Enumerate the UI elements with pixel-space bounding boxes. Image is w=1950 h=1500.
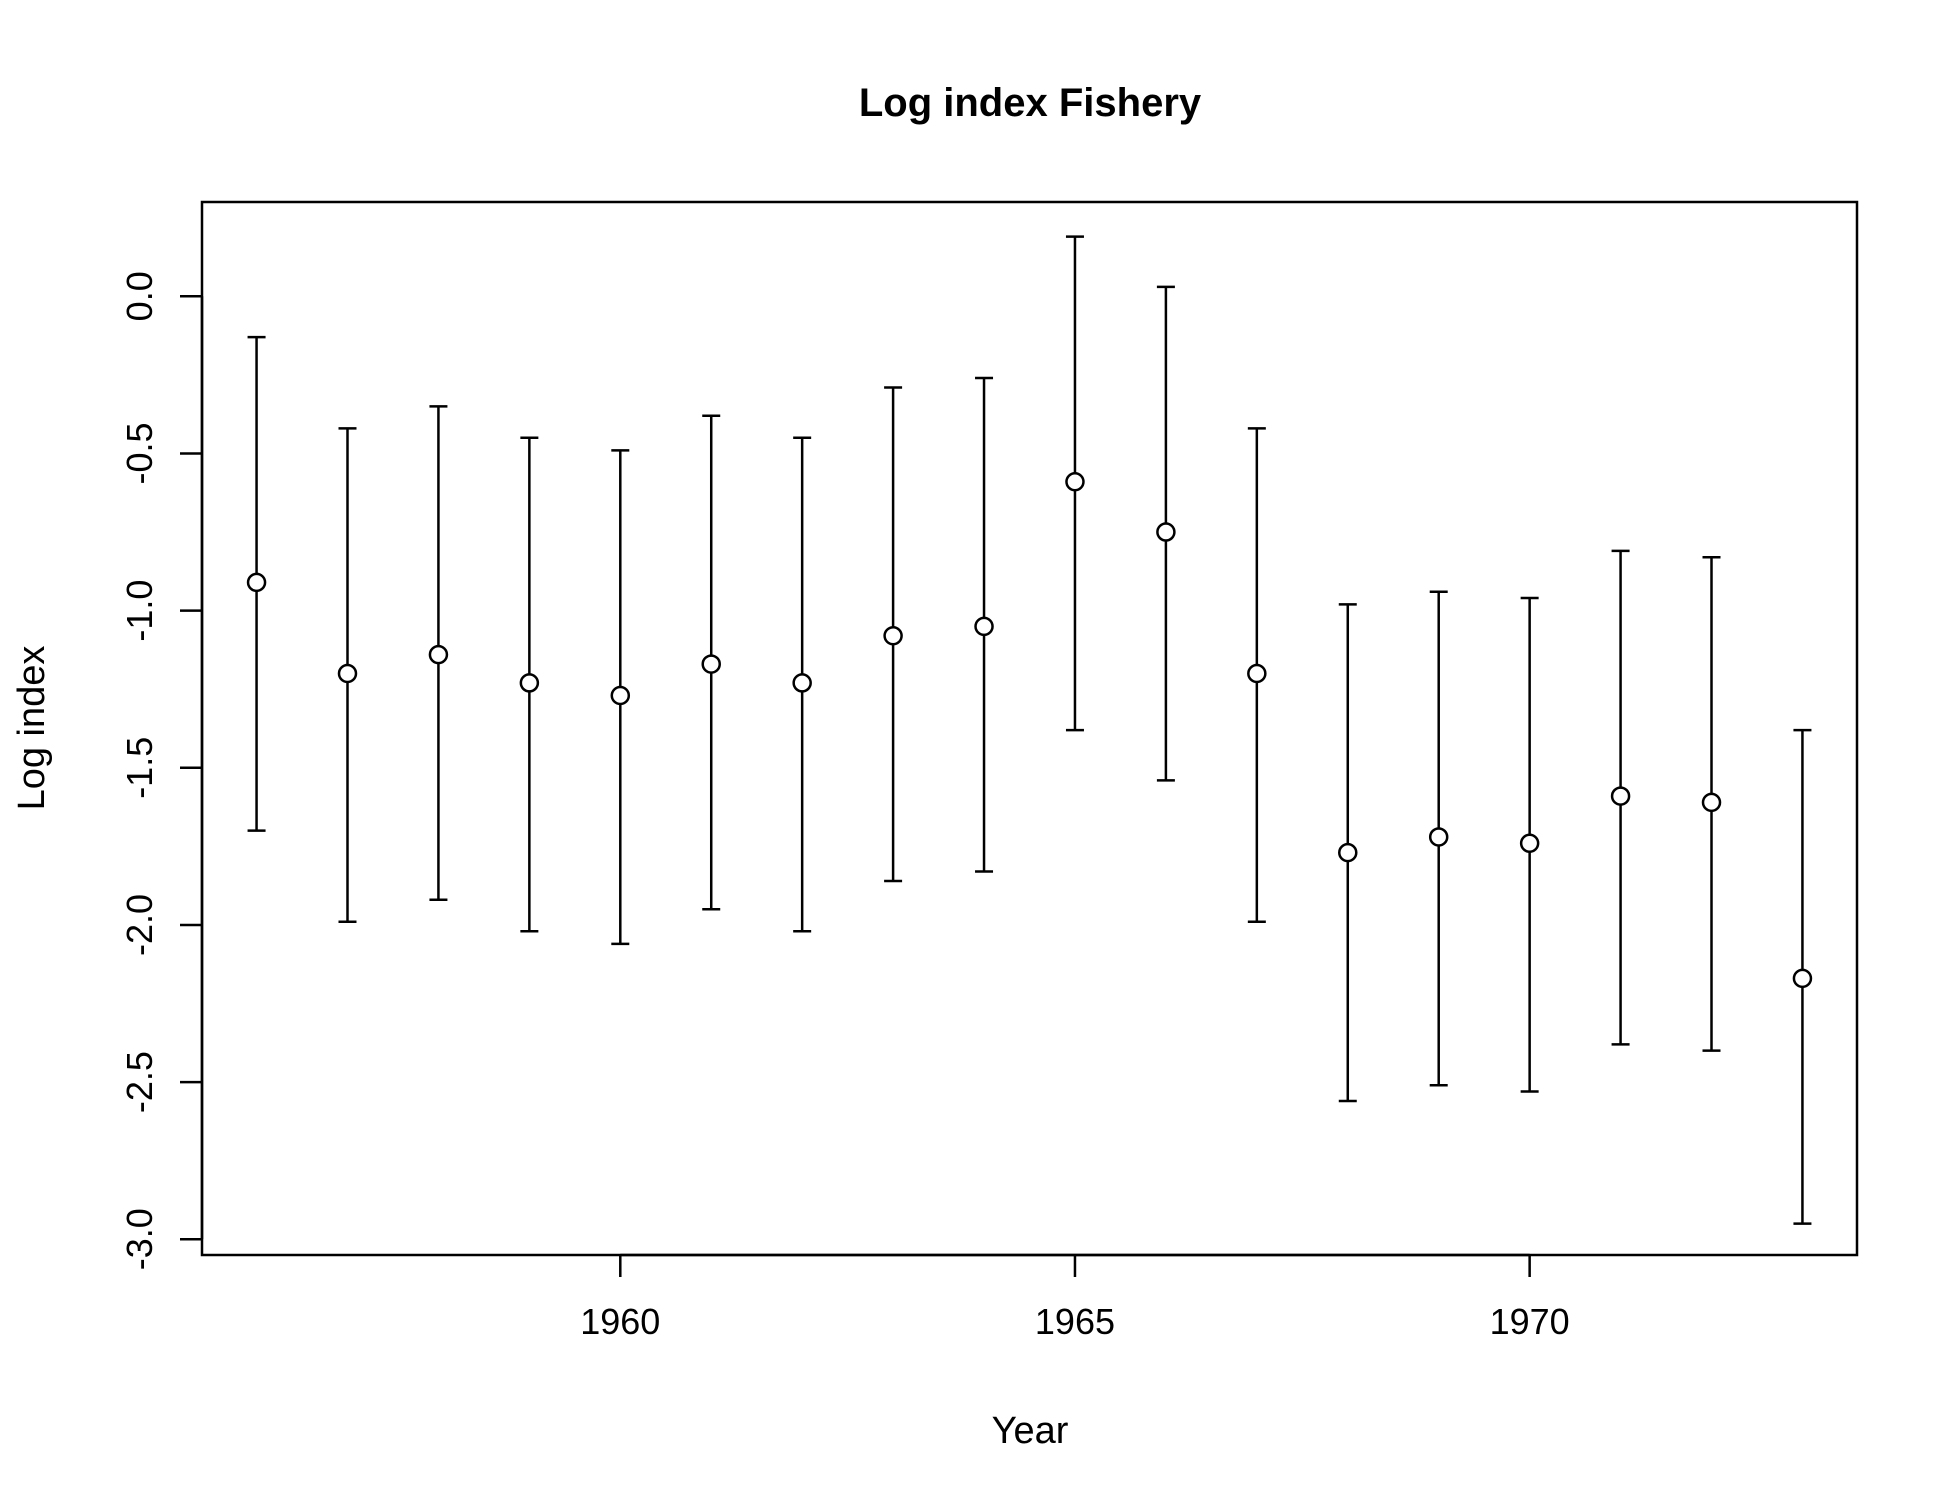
data-point: [883, 626, 903, 646]
plot-frame: [200, 200, 1859, 1257]
y-axis-label: Log index: [11, 646, 53, 811]
y-tick-label: -0.5: [119, 422, 160, 484]
data-point: [701, 654, 721, 674]
data-point: [1792, 968, 1813, 989]
data-point: [1065, 472, 1085, 492]
data-point: [1610, 786, 1631, 806]
x-tick-label: 1970: [1490, 1301, 1570, 1342]
data-point: [519, 673, 540, 693]
data-point: [1156, 522, 1176, 542]
data-point: [428, 644, 449, 665]
x-tick-label: 1965: [1035, 1301, 1115, 1342]
y-axis: 0.0 -0.5 -1.0 -1.5 -2.0 -2.5 -3.0: [119, 271, 204, 1270]
data-point: [246, 572, 267, 593]
data-point: [974, 616, 994, 637]
data-point: [1247, 663, 1267, 684]
x-tick-label: 1960: [580, 1301, 660, 1342]
y-tick-label: -1.5: [119, 737, 160, 799]
data-point: [610, 685, 631, 706]
chart-title: Log index Fishery: [859, 81, 1202, 125]
data-point: [1338, 842, 1358, 863]
x-axis-label: Year: [992, 1410, 1069, 1452]
data-series: [246, 235, 1813, 1225]
data-point: [337, 663, 358, 684]
data-point: [1519, 833, 1540, 853]
y-tick-label: -3.0: [119, 1208, 160, 1270]
y-tick-label: -2.5: [119, 1051, 160, 1113]
y-tick-label: 0.0: [119, 271, 160, 321]
y-tick-label: -1.0: [119, 580, 160, 642]
data-point: [1701, 792, 1722, 813]
x-axis: 1960 1965 1970: [580, 1253, 1570, 1342]
data-point: [1428, 827, 1449, 847]
y-tick-label: -2.0: [119, 894, 160, 956]
data-point: [792, 673, 812, 693]
